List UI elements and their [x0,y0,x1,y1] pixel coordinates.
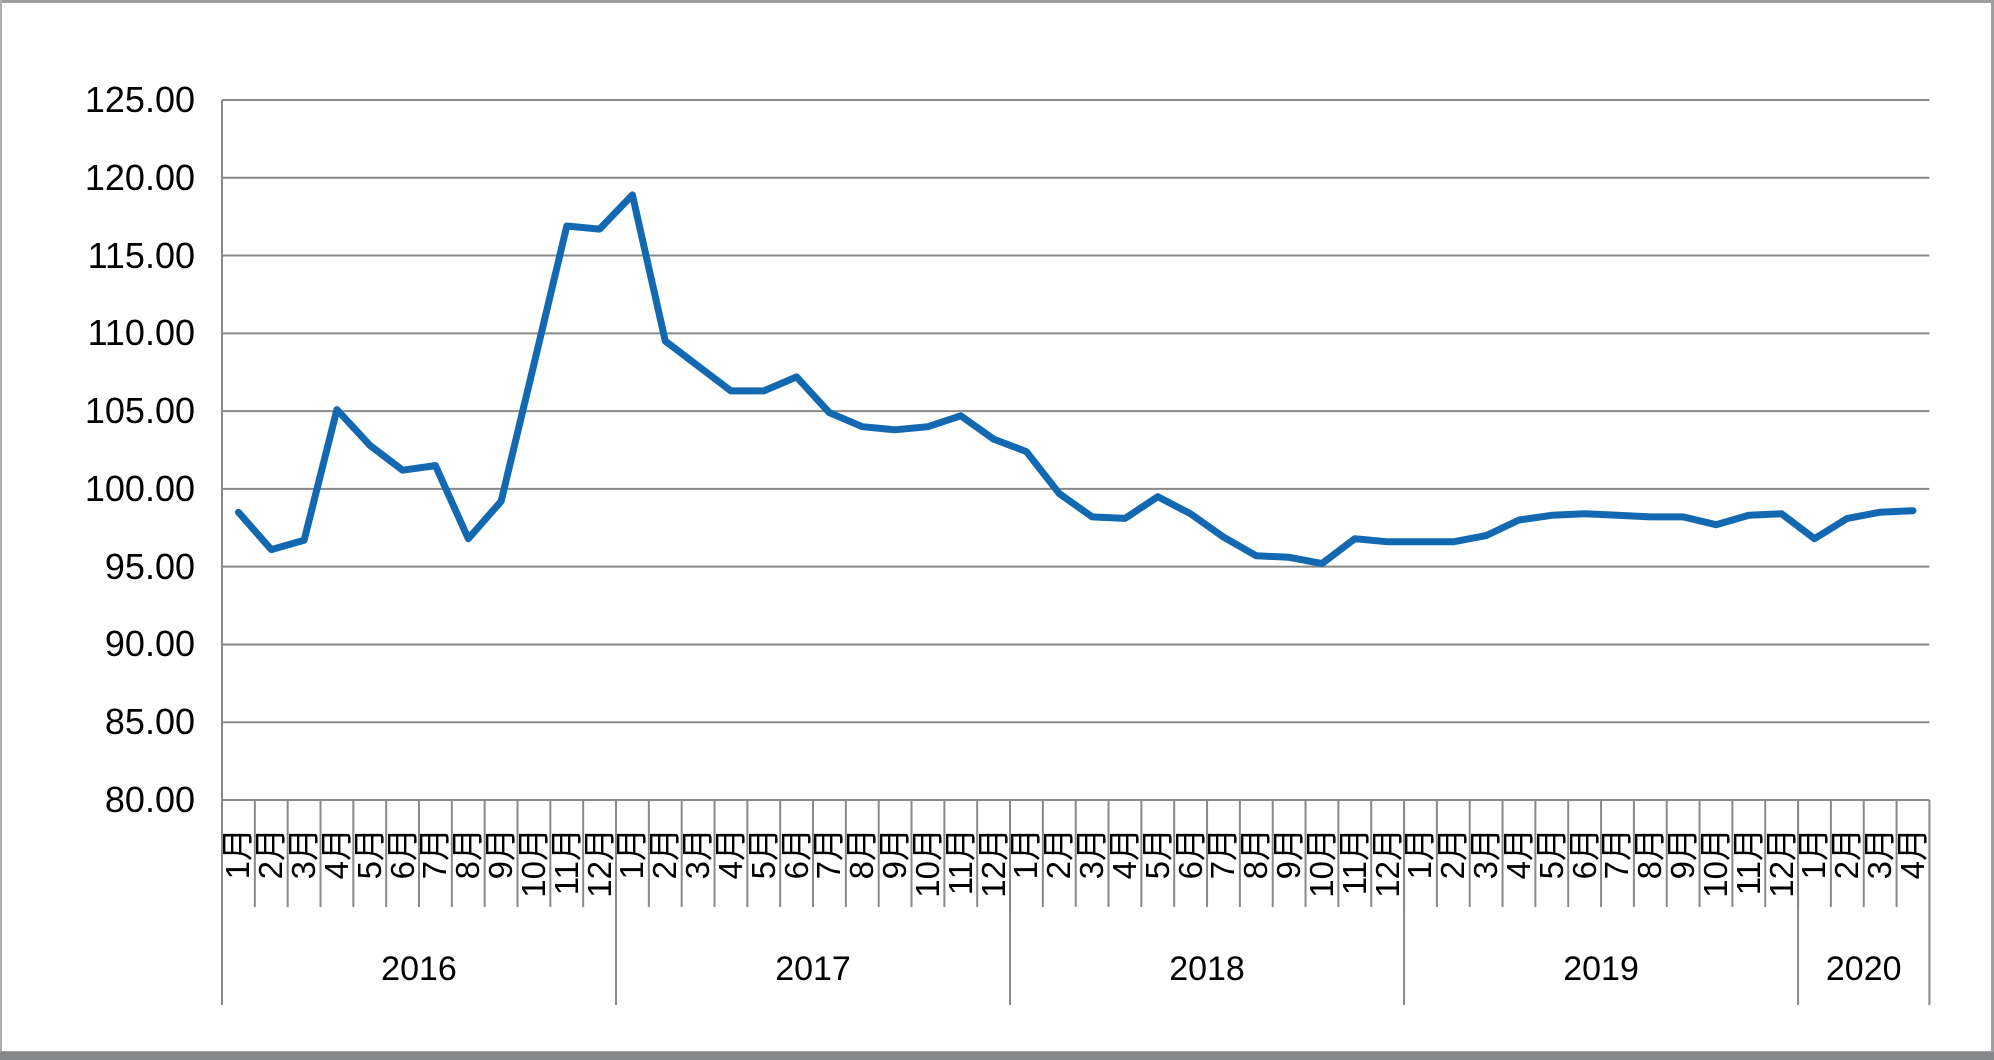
month-label: 5月 [1532,828,1570,880]
screenshot-left-border [0,0,2,1060]
month-label: 7月 [1598,828,1636,880]
month-label: 10月 [1302,828,1340,898]
y-axis-tick-label: 115.00 [87,234,195,276]
month-label: 6月 [383,828,421,880]
y-axis-tick-label: 125.00 [84,79,195,120]
year-label: 2020 [1825,950,1902,988]
month-label: 7月 [810,828,848,880]
month-label: 2月 [646,828,684,880]
y-axis-tick-label: 100.00 [84,467,195,509]
month-label: 3月 [679,828,717,880]
screenshot-right-border [1991,0,1994,1060]
month-label: 1月 [1795,828,1833,880]
month-label: 1月 [1007,828,1045,880]
month-label: 11月 [1729,828,1767,896]
year-label: 2016 [381,950,457,988]
month-label: 2月 [1434,828,1472,880]
month-label: 6月 [1171,828,1209,880]
month-label: 2月 [252,828,290,880]
data-series-line [234,191,1917,568]
y-axis-tick-label: 105.00 [84,390,195,432]
month-label: 5月 [744,828,782,880]
month-label: 8月 [1237,828,1275,880]
month-label: 12月 [580,828,618,898]
month-label: 4月 [1105,828,1143,880]
month-label: 9月 [482,828,520,880]
month-label: 12月 [974,828,1012,898]
month-label: 3月 [1861,828,1899,880]
month-label: 6月 [1565,828,1603,880]
month-label: 3月 [285,828,323,880]
y-axis-tick-label: 110.00 [87,312,195,354]
month-label: 8月 [1631,828,1669,880]
year-label: 2019 [1563,950,1639,988]
month-label: 9月 [1664,828,1702,880]
month-label: 3月 [1467,828,1505,880]
month-label: 10月 [1696,828,1734,898]
y-axis-tick-label: 90.00 [104,623,195,665]
month-label: 1月 [219,828,257,880]
month-label: 9月 [1270,828,1308,880]
month-label: 4月 [1893,828,1931,880]
month-label: 10月 [908,828,946,898]
year-label: 2017 [775,950,851,988]
y-axis-tick-label: 80.00 [104,779,195,820]
month-label: 4月 [317,828,355,880]
month-label: 9月 [876,828,914,880]
month-label: 10月 [514,828,552,898]
month-label: 1月 [613,828,651,880]
month-label: 6月 [777,828,815,880]
month-label: 5月 [1138,828,1176,880]
month-label: 2月 [1040,828,1078,880]
year-label: 2018 [1169,950,1245,988]
month-label: 1月 [1401,828,1439,880]
bottom-window-edge [0,1051,1994,1060]
screenshot-top-border [0,0,1994,3]
month-label: 2月 [1828,828,1866,880]
month-label: 8月 [449,828,487,880]
month-label: 8月 [843,828,881,880]
y-axis-tick-label: 95.00 [104,545,195,587]
month-label: 11月 [1335,828,1373,896]
month-label: 3月 [1073,828,1111,880]
y-axis-tick-label: 120.00 [84,156,195,198]
month-label: 4月 [711,828,749,880]
month-label: 7月 [416,828,454,880]
y-axis-tick-label: 85.00 [104,701,195,743]
month-label: 4月 [1499,828,1537,880]
month-label: 12月 [1368,828,1406,898]
month-label: 11月 [941,828,979,896]
month-label: 5月 [350,828,388,880]
month-label: 11月 [547,828,585,896]
month-label: 7月 [1204,828,1242,880]
month-label: 12月 [1762,828,1800,898]
